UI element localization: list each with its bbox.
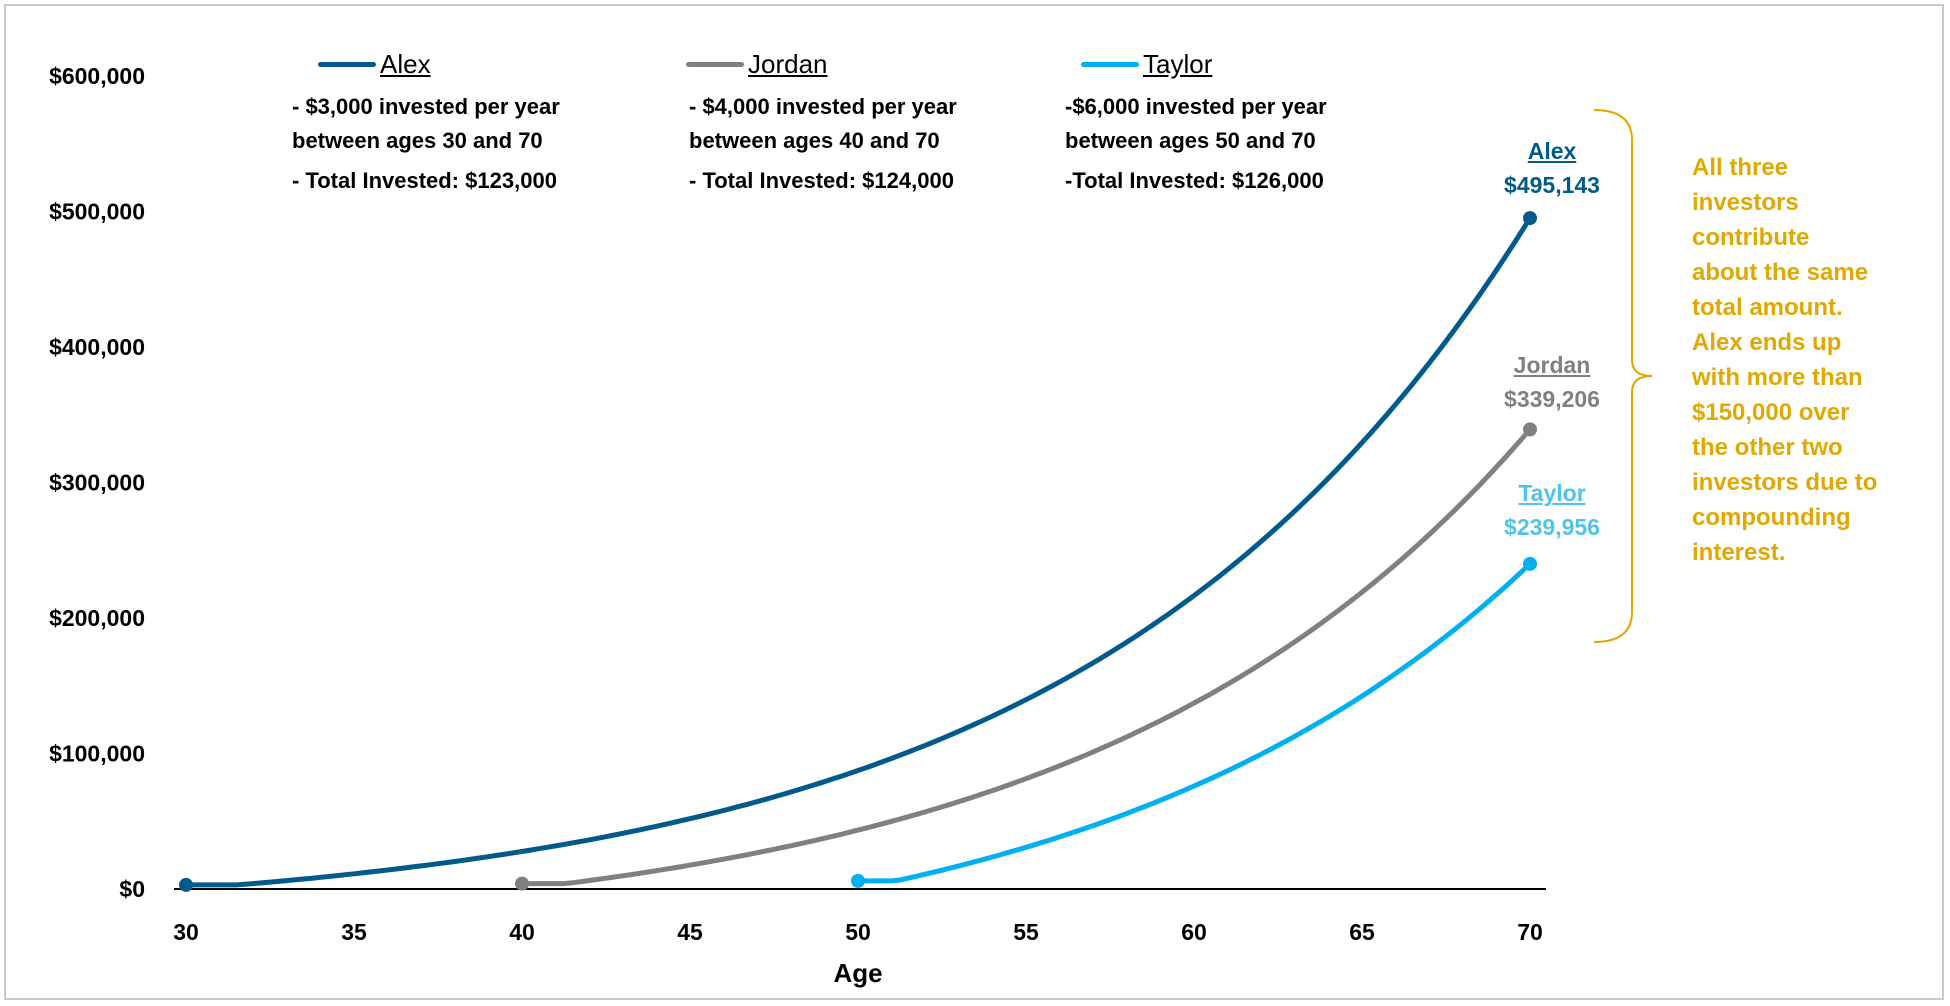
legend-label-alex: Alex (380, 48, 431, 79)
callout-line: $150,000 over (1692, 399, 1850, 426)
series-line-alex (183, 215, 1533, 888)
note-line: between ages 40 and 70 (689, 128, 940, 153)
callout-line: investors (1692, 189, 1799, 216)
end-label-jordan: Jordan $339,206 (1482, 348, 1622, 416)
callout-line: with more than (1692, 364, 1863, 391)
end-label-name: Alex (1527, 138, 1577, 164)
x-tick-label: 70 (1517, 919, 1543, 945)
callout-line: contribute (1692, 224, 1810, 251)
series-line-jordan (519, 426, 1533, 887)
callout-text: All three investors contribute about the… (1692, 150, 1912, 570)
chart-frame (4, 4, 1944, 1000)
series-lines (179, 211, 1537, 892)
y-tick-label: $100,000 (49, 741, 145, 767)
legend-item-jordan: Jordan (686, 44, 828, 84)
end-label-name: Jordan (1513, 352, 1591, 378)
legend-swatch-taylor (1081, 61, 1139, 67)
end-point-jordan (1523, 422, 1537, 437)
legend-label-jordan: Jordan (748, 48, 828, 79)
note-total: - Total Invested: $123,000 (292, 168, 557, 193)
x-tick-label: 65 (1349, 919, 1375, 945)
y-tick-label: $600,000 (49, 63, 145, 89)
end-label-value: $339,206 (1504, 386, 1600, 412)
callout-line: interest. (1692, 539, 1786, 566)
y-tick-label: $500,000 (49, 199, 145, 225)
y-tick-label: $0 (119, 876, 145, 902)
legend-item-taylor: Taylor (1081, 44, 1212, 84)
callout-line: Alex ends up (1692, 329, 1842, 356)
x-tick-label: 55 (1013, 919, 1039, 945)
note-total: - Total Invested: $124,000 (689, 168, 954, 193)
end-point-alex (1523, 211, 1537, 226)
legend-note-taylor: -$6,000 invested per year between ages 5… (1065, 90, 1327, 198)
callout-line: investors due to (1692, 469, 1878, 496)
callout-line: All three (1692, 154, 1789, 181)
legend-note-jordan: - $4,000 invested per year between ages … (689, 90, 957, 198)
x-tick-label: 40 (509, 919, 535, 945)
series-line-taylor (855, 561, 1533, 884)
x-axis-label: Age (833, 958, 882, 988)
note-line: - $4,000 invested per year (689, 94, 957, 119)
y-tick-label: $300,000 (49, 470, 145, 496)
callout-line: the other two (1692, 434, 1843, 461)
start-point-jordan (515, 876, 529, 891)
y-tick-label: $400,000 (49, 334, 145, 360)
callout-line: about the same (1692, 259, 1869, 286)
x-tick-label: 30 (173, 919, 199, 945)
legend-item-alex: Alex (318, 44, 431, 84)
x-tick-label: 35 (341, 919, 367, 945)
note-line: between ages 50 and 70 (1065, 128, 1316, 153)
legend-swatch-alex (318, 61, 376, 67)
end-point-taylor (1523, 556, 1537, 571)
note-line: -$6,000 invested per year (1065, 94, 1327, 119)
end-label-name: Taylor (1518, 480, 1586, 506)
note-total: -Total Invested: $126,000 (1065, 168, 1324, 193)
end-label-alex: Alex $495,143 (1482, 134, 1622, 202)
callout-line: total amount. (1692, 294, 1843, 321)
y-tick-label: $200,000 (49, 605, 145, 631)
start-point-taylor (851, 873, 865, 888)
legend-label-taylor: Taylor (1143, 48, 1213, 79)
x-tick-label: 50 (845, 919, 871, 945)
note-line: - $3,000 invested per year (292, 94, 560, 119)
note-line: between ages 30 and 70 (292, 128, 543, 153)
callout-line: compounding (1692, 504, 1851, 531)
x-tick-label: 45 (677, 919, 703, 945)
end-label-value: $239,956 (1504, 514, 1600, 540)
legend-note-alex: - $3,000 invested per year between ages … (292, 90, 560, 198)
y-axis-ticks: $0 $100,000 $200,000 $300,000 $400,000 $500,0… (49, 63, 145, 902)
callout-brace (1593, 109, 1653, 643)
start-point-alex (179, 877, 193, 892)
x-tick-label: 60 (1181, 919, 1207, 945)
x-axis-ticks: 30 35 40 45 50 55 60 65 70 (173, 919, 1543, 945)
legend-swatch-jordan (686, 61, 744, 67)
end-label-taylor: Taylor $239,956 (1482, 476, 1622, 544)
end-label-value: $495,143 (1504, 172, 1600, 198)
